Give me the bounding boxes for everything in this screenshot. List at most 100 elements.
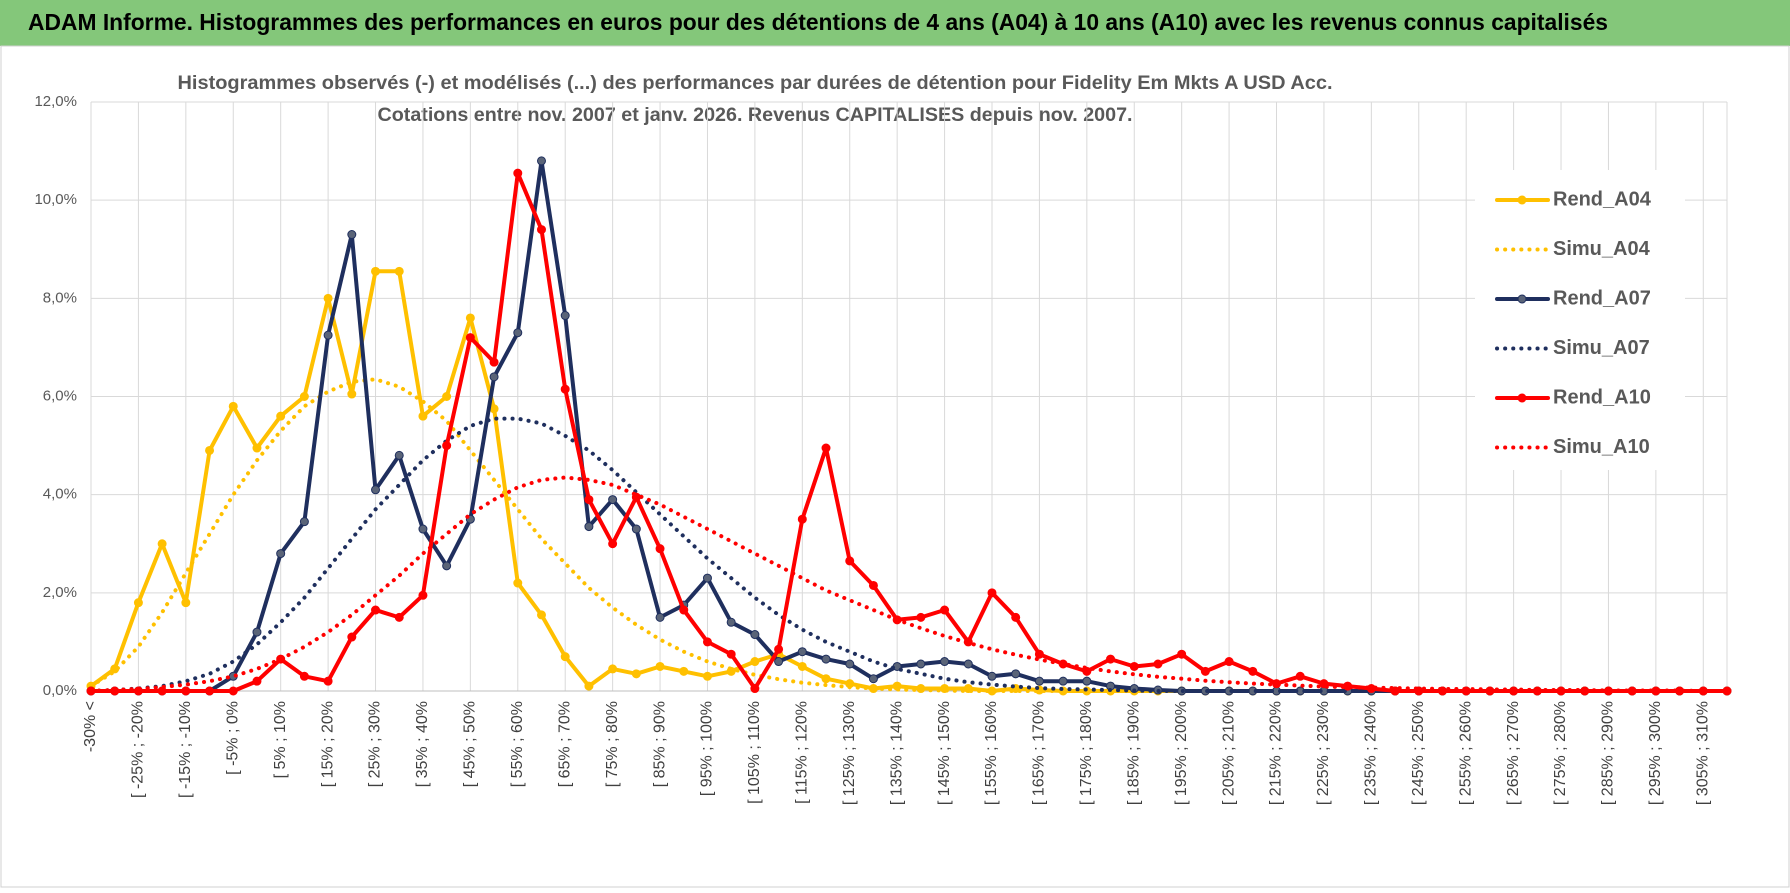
data-point xyxy=(252,627,262,637)
data-point xyxy=(655,661,665,671)
legend-label: Simu_A07 xyxy=(1553,337,1650,359)
x-tick-label: [ -25% ; -20% xyxy=(130,701,147,798)
data-point xyxy=(608,495,618,505)
data-point xyxy=(1177,649,1187,659)
data-point xyxy=(371,605,381,615)
data-point xyxy=(1106,654,1116,664)
x-tick-label: -30% < xyxy=(82,701,99,752)
data-point xyxy=(1224,657,1234,667)
x-tick-label: [ 205% ; 210% xyxy=(1220,701,1237,805)
data-point xyxy=(299,517,309,527)
y-tick-label: 4,0% xyxy=(43,486,77,503)
data-point xyxy=(774,657,784,667)
x-tick-label: [ 165% ; 170% xyxy=(1031,701,1048,805)
x-tick-label: [ 285% ; 290% xyxy=(1600,701,1617,805)
data-point xyxy=(181,686,191,696)
x-tick-label: [ 245% ; 250% xyxy=(1410,701,1427,805)
data-point xyxy=(963,659,973,669)
model-line xyxy=(89,475,1729,693)
data-point xyxy=(868,674,878,684)
y-tick-label: 0,0% xyxy=(43,682,77,699)
data-point xyxy=(1129,661,1139,671)
data-point xyxy=(821,674,831,684)
x-tick-label: [ 145% ; 150% xyxy=(936,701,953,805)
data-point xyxy=(726,649,736,659)
data-point xyxy=(299,671,309,681)
x-tick-label: [ 65% ; 70% xyxy=(556,701,573,787)
data-point xyxy=(205,686,215,696)
data-point xyxy=(513,328,523,338)
data-point xyxy=(608,539,618,549)
data-point xyxy=(442,392,452,401)
data-point xyxy=(418,590,428,600)
x-tick-label: [ 115% ; 120% xyxy=(794,701,811,804)
y-tick-label: 6,0% xyxy=(43,387,77,404)
data-point xyxy=(845,556,855,566)
observed-line xyxy=(89,171,1729,693)
data-point xyxy=(868,580,878,590)
y-tick-label: 10,0% xyxy=(34,191,77,208)
data-point xyxy=(560,652,570,662)
x-tick-label: [ 85% ; 90% xyxy=(651,701,668,787)
data-point xyxy=(394,612,404,622)
data-point xyxy=(797,647,807,657)
data-point xyxy=(442,441,452,451)
legend-marker xyxy=(1517,195,1527,205)
data-point xyxy=(631,524,641,534)
data-point xyxy=(1034,649,1044,659)
x-tick-label: [ 35% ; 40% xyxy=(414,701,431,787)
data-point xyxy=(797,661,807,671)
data-point xyxy=(536,610,546,620)
data-point xyxy=(465,313,475,323)
legend-label: Rend_A07 xyxy=(1553,287,1651,309)
data-point xyxy=(323,293,333,303)
legend-box xyxy=(1475,170,1685,470)
data-point xyxy=(157,539,167,549)
data-point xyxy=(1153,659,1163,669)
data-point xyxy=(726,617,736,627)
data-point xyxy=(489,372,499,382)
y-tick-label: 2,0% xyxy=(43,584,77,601)
data-point xyxy=(205,445,215,455)
data-point xyxy=(679,666,689,676)
x-tick-label: [ 185% ; 190% xyxy=(1125,701,1142,805)
legend-marker xyxy=(1517,294,1527,304)
x-tick-label: [ -15% ; -10% xyxy=(177,701,194,798)
data-point xyxy=(465,333,475,343)
data-point xyxy=(584,522,594,532)
data-point xyxy=(987,588,997,598)
data-point xyxy=(797,514,807,524)
x-tick-label: [ -5% ; 0% xyxy=(224,701,241,775)
data-point xyxy=(655,544,665,554)
legend-label: Simu_A04 xyxy=(1553,238,1651,260)
data-point xyxy=(536,225,546,235)
legend-label: Rend_A10 xyxy=(1553,386,1651,408)
data-point xyxy=(655,612,665,622)
data-point xyxy=(181,598,191,608)
data-point xyxy=(584,495,594,505)
data-point xyxy=(228,686,238,696)
x-tick-label: [ 55% ; 60% xyxy=(509,701,526,787)
data-point xyxy=(1011,669,1021,679)
data-point xyxy=(347,230,357,240)
data-point xyxy=(1200,666,1210,676)
x-tick-label: [ 195% ; 200% xyxy=(1173,701,1190,805)
y-tick-label: 12,0% xyxy=(34,93,77,110)
data-point xyxy=(1011,612,1021,622)
data-point xyxy=(560,384,570,394)
data-point xyxy=(750,657,760,667)
data-point xyxy=(252,443,262,453)
data-point xyxy=(323,330,333,340)
x-tick-label: [ 95% ; 100% xyxy=(699,701,716,796)
data-point xyxy=(442,561,452,571)
x-tick-label: [ 215% ; 220% xyxy=(1268,701,1285,805)
x-tick-label: [ 155% ; 160% xyxy=(983,701,1000,805)
data-point xyxy=(1082,676,1092,686)
data-point xyxy=(584,681,594,691)
x-tick-label: [ 235% ; 240% xyxy=(1363,701,1380,805)
data-point xyxy=(750,630,760,640)
data-point xyxy=(1058,676,1068,686)
x-tick-label: [ 135% ; 140% xyxy=(888,701,905,805)
data-point xyxy=(1295,671,1305,681)
